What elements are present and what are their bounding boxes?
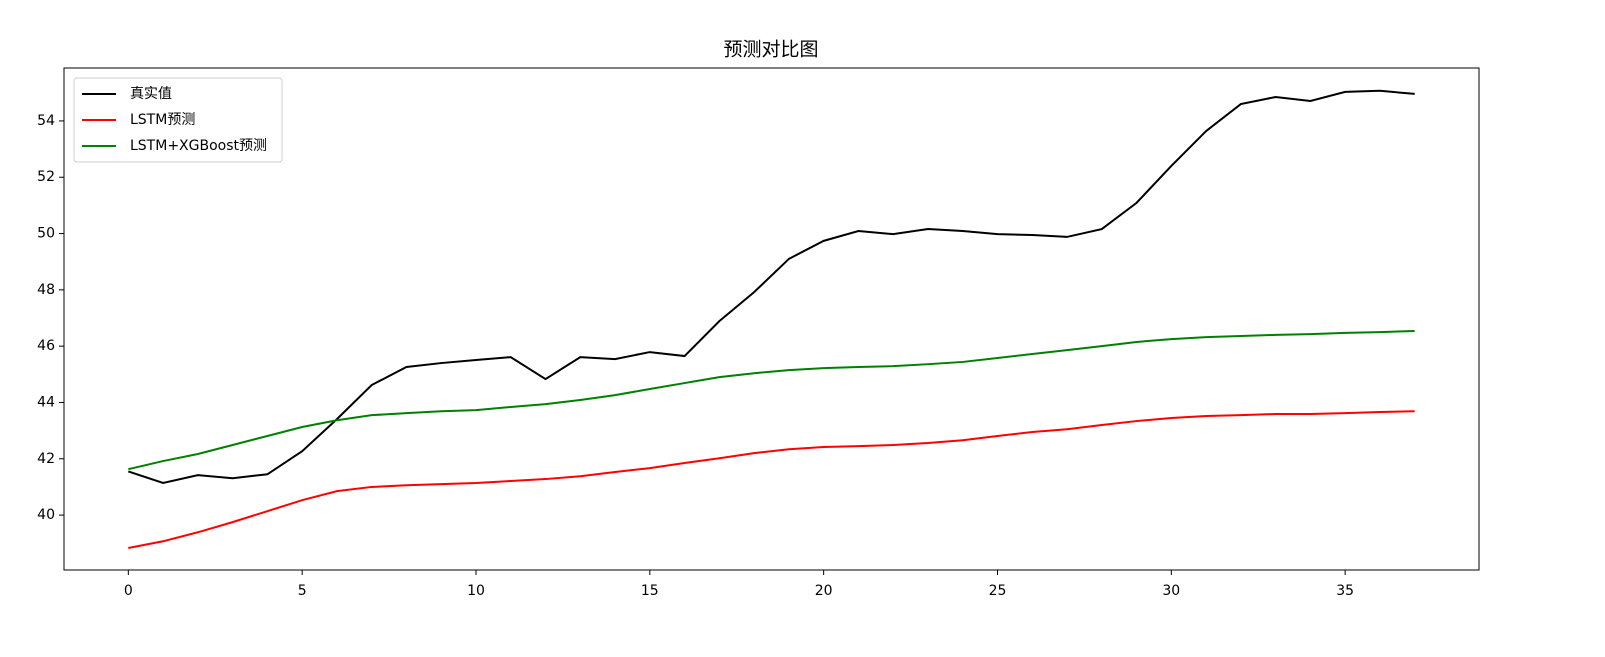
x-tick-label: 20: [815, 583, 833, 599]
series-line: [128, 329, 1415, 471]
plot-frame: [63, 67, 1480, 571]
y-tick-label: 50: [37, 226, 55, 242]
y-tick-label: 54: [37, 113, 55, 129]
y-tick-label: 42: [37, 451, 55, 467]
x-tick-label: 30: [1162, 583, 1180, 599]
legend-label: LSTM预测: [130, 112, 195, 128]
y-tick-label: 44: [37, 394, 55, 410]
x-tick-label: 0: [124, 583, 133, 599]
chart-title: 预测对比图: [723, 39, 818, 61]
y-tick-label: 40: [37, 507, 55, 523]
y-tick-label: 46: [37, 338, 55, 354]
legend-label: LSTM+XGBoost预测: [130, 138, 267, 154]
x-tick-label: 5: [298, 583, 307, 599]
series-line: [128, 410, 1415, 550]
y-tick-label: 52: [37, 169, 55, 185]
legend-box: [73, 77, 283, 163]
x-tick-label: 25: [989, 583, 1007, 599]
legend-label: 真实值: [130, 86, 172, 102]
x-tick-label: 10: [467, 583, 485, 599]
x-tick-label: 15: [641, 583, 659, 599]
x-tick-label: 35: [1336, 583, 1354, 599]
series-line: [128, 89, 1415, 485]
y-tick-label: 48: [37, 282, 55, 298]
